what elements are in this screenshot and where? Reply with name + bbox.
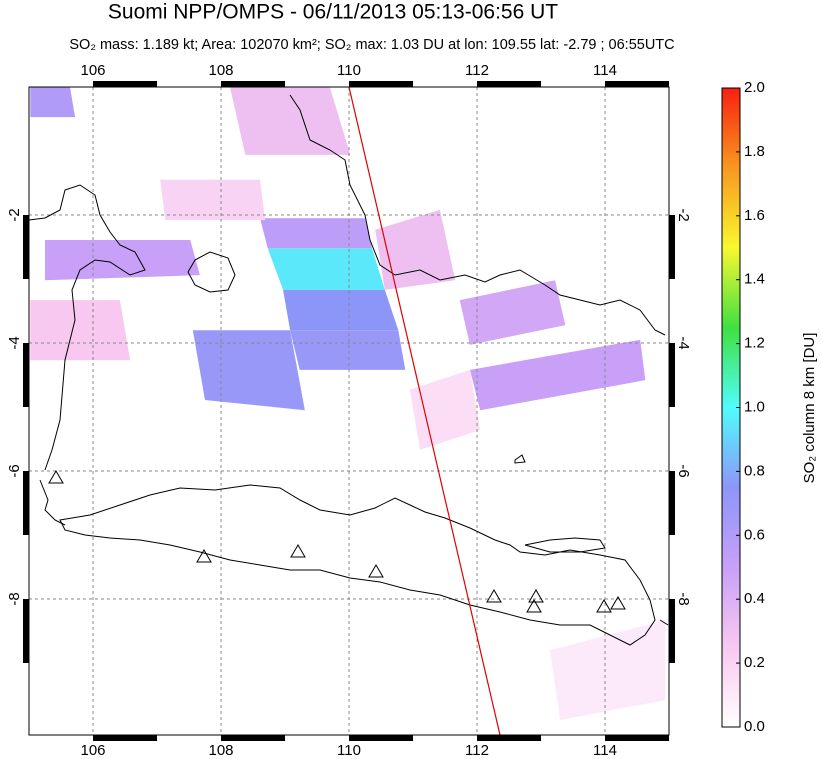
so2-pixel (160, 179, 266, 221)
border-segment (477, 81, 541, 87)
x-tick-label: 114 (593, 742, 617, 759)
title: Suomi NPP/OMPS - 06/11/2013 05:13-06:56 … (108, 1, 558, 24)
volcano (526, 599, 542, 613)
colorbar-tick-label: 0.8 (744, 462, 765, 479)
x-tick-label-top: 112 (465, 62, 489, 79)
colorbar-tick-label: 2.0 (744, 79, 765, 96)
volcano (610, 596, 626, 610)
volcano (290, 544, 306, 558)
colorbar-tick-label: 0.4 (744, 590, 765, 607)
volcano (486, 589, 502, 603)
volcano (368, 564, 384, 578)
y-tick-label: -8 (6, 592, 23, 605)
border-segment (23, 471, 29, 535)
java-coast (59, 484, 656, 646)
so2-pixel (375, 209, 456, 290)
madura-coast (524, 537, 606, 553)
y-tick-label: -4 (6, 336, 23, 349)
bangka-coast (187, 251, 236, 293)
so2-pixel (229, 87, 351, 155)
border-segment (23, 599, 29, 663)
border-segment (23, 343, 29, 407)
so2-pixel (290, 330, 406, 370)
border-segment (669, 599, 675, 663)
x-tick-label: 106 (80, 742, 105, 759)
so2-pixel (192, 330, 305, 411)
coastlines (28, 94, 669, 646)
x-tick-label: 112 (465, 742, 489, 759)
colorbar-tick-label: 1.4 (744, 271, 765, 288)
so2-pixel (45, 239, 200, 281)
pixel-layer (30, 87, 666, 720)
orbit-track (348, 86, 501, 736)
volcanoes (48, 470, 626, 613)
border-segment (605, 735, 669, 741)
border-segment (477, 735, 541, 741)
so2-pixel (267, 248, 385, 290)
border-segment (669, 471, 675, 535)
colorbar-tick-label: 0.2 (744, 654, 765, 671)
colorbar-label: SO₂ column 8 km [DU] (801, 333, 818, 484)
y-tick-label: -2 (6, 208, 23, 221)
so2-pixel (409, 369, 481, 450)
y-tick-label-right: -6 (675, 464, 692, 477)
colorbar-tick-label: 1.0 (744, 398, 765, 415)
so2-pixel (459, 280, 566, 345)
y-tick-label-right: -2 (675, 208, 692, 221)
x-tick-label-top: 106 (80, 62, 105, 79)
volcano (48, 470, 64, 484)
so2-pixel (30, 300, 131, 361)
border-segment (669, 343, 675, 407)
sumatra-coast (28, 184, 146, 526)
so2-pixel (30, 87, 76, 118)
colorbar-tick-label: 1.2 (744, 335, 765, 352)
colorbar-tick-label: 0.0 (744, 718, 765, 735)
subtitle: SO₂ mass: 1.189 kt; Area: 102070 km²; SO… (69, 37, 674, 53)
grid-layer (29, 87, 669, 735)
y-tick-label: -6 (6, 464, 23, 477)
so2-pixel (549, 620, 666, 720)
border-segment (605, 81, 669, 87)
x-tick-label-top: 108 (208, 62, 233, 79)
so2-pixel (469, 339, 646, 411)
colorbar-tick-label: 1.6 (744, 207, 765, 224)
colorbar-tick-label: 0.6 (744, 526, 765, 543)
border-segment (23, 215, 29, 279)
volcano (596, 599, 612, 613)
volcano (196, 549, 212, 563)
x-tick-label: 108 (208, 742, 233, 759)
so2-pixel (283, 289, 399, 331)
border-segment (349, 81, 413, 87)
so2-pixel (260, 218, 373, 249)
y-tick-label-right: -8 (675, 592, 692, 605)
borneo-coast (289, 94, 666, 336)
border-segment (669, 215, 675, 279)
border-segment (221, 735, 285, 741)
x-tick-label-top: 110 (337, 62, 361, 79)
border-segment (349, 735, 413, 741)
volcano (528, 589, 544, 603)
x-tick-label-top: 114 (593, 62, 617, 79)
colorbar-tick-label: 1.8 (744, 143, 765, 160)
frame (23, 81, 675, 741)
y-tick-label-right: -4 (675, 336, 692, 349)
border-segment (93, 81, 157, 87)
x-tick-label: 110 (337, 742, 361, 759)
border-segment (221, 81, 285, 87)
border-segment (93, 735, 157, 741)
bali-coast (514, 454, 669, 626)
